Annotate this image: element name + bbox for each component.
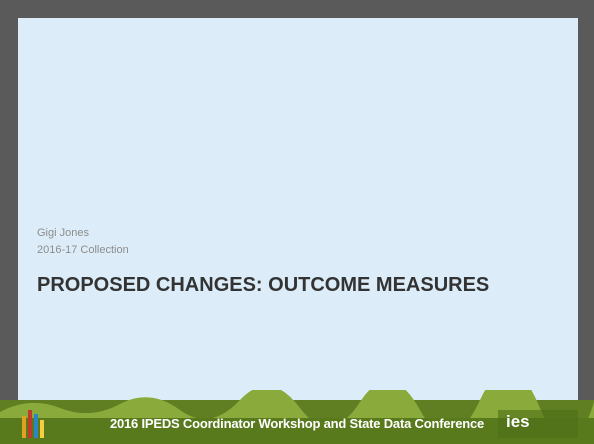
- conference-name: 2016 IPEDS Coordinator Workshop and Stat…: [109, 416, 485, 431]
- ipeds-logo: [22, 410, 44, 438]
- ies-logo-bg: [498, 410, 578, 438]
- footer-band: [0, 390, 594, 444]
- slide-title: PROPOSED CHANGES: OUTCOME MEASURES: [37, 274, 490, 296]
- subtitle: 2016-17 Collection: [37, 244, 129, 256]
- grass-base: [0, 418, 594, 444]
- author: Gigi Jones: [37, 227, 89, 239]
- ies-logo: ies: [506, 412, 530, 431]
- content-panel: [18, 18, 578, 408]
